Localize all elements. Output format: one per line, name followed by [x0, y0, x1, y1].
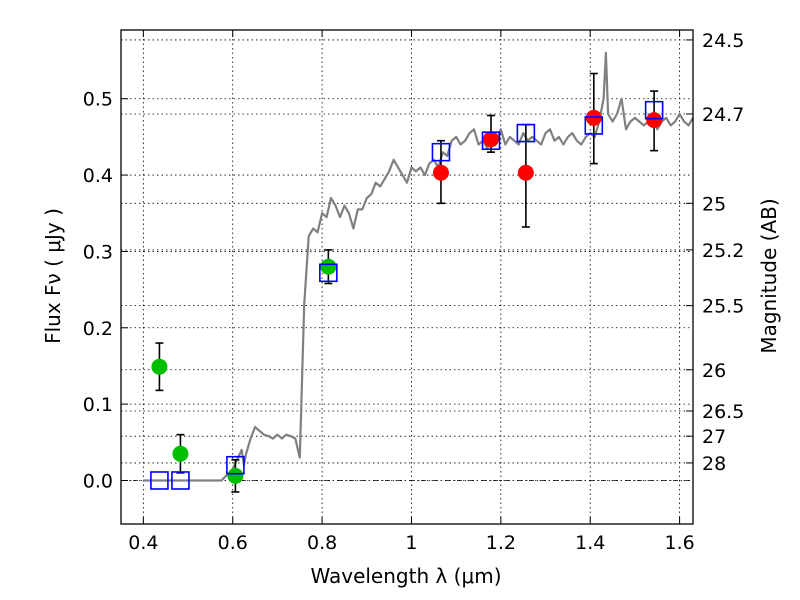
magnitude-tick-label: 25.5: [702, 296, 744, 318]
model-square: [226, 455, 245, 475]
green-point: [151, 358, 168, 375]
tick-labels: 0.4 0.6 0.8 1 1.2 1.4 1.6 0.0 0.1 0.2 0.3 0.4 0.5 24.…: [83, 30, 745, 554]
red-point: [646, 112, 663, 129]
model-square: [319, 263, 338, 283]
y-tick-label: 0.4: [83, 165, 113, 187]
axis-ticks: [121, 30, 693, 524]
y-tick-label: 0.3: [83, 241, 113, 263]
model-spectrum-layer: [143, 51, 694, 482]
red-point: [483, 131, 500, 148]
x-tick-label: 1.2: [486, 532, 516, 554]
right-axis-label: Magnitude (AB): [757, 198, 781, 353]
plot-frame: [120, 29, 694, 525]
model-square: [431, 142, 451, 162]
magnitude-tick-label: 24.7: [702, 104, 744, 126]
x-axis-label: Wavelength λ (μm): [310, 564, 501, 588]
magnitude-tick-label: 27: [702, 426, 726, 448]
points-layer: [151, 109, 663, 484]
y-tick-label: 0.5: [83, 89, 113, 111]
magnitude-tick-label: 26: [702, 360, 726, 382]
model-square: [481, 131, 501, 151]
y-axis-label: Flux Fν ( μJy ): [41, 208, 65, 344]
x-tick-label: 0.4: [128, 532, 158, 554]
green-point: [227, 467, 244, 484]
y-tick-label: 0.1: [83, 394, 113, 416]
red-point: [432, 164, 449, 181]
x-tick-label: 1: [405, 532, 417, 554]
model-square: [644, 100, 664, 120]
magnitude-tick-label: 25.2: [702, 240, 744, 262]
red-point: [585, 109, 602, 126]
magnitude-tick-label: 28: [702, 453, 726, 475]
x-tick-label: 1.6: [664, 532, 694, 554]
green-point: [172, 445, 189, 462]
model-square: [584, 116, 604, 135]
model-square: [150, 471, 169, 490]
magnitude-tick-label: 25: [702, 193, 726, 215]
red-point: [517, 164, 534, 181]
x-tick-label: 0.6: [218, 532, 248, 554]
x-tick-label: 1.4: [575, 532, 605, 554]
x-tick-label: 0.8: [307, 532, 337, 554]
green-point: [320, 258, 337, 275]
y-tick-label: 0.0: [83, 470, 113, 492]
magnitude-tick-label: 26.5: [702, 401, 744, 423]
model-spectrum-line: [143, 51, 694, 482]
model-square: [516, 123, 536, 143]
magnitude-tick-label: 24.5: [702, 30, 744, 52]
y-tick-label: 0.2: [83, 318, 113, 340]
squares-layer: [150, 100, 664, 490]
model-square: [171, 471, 190, 490]
